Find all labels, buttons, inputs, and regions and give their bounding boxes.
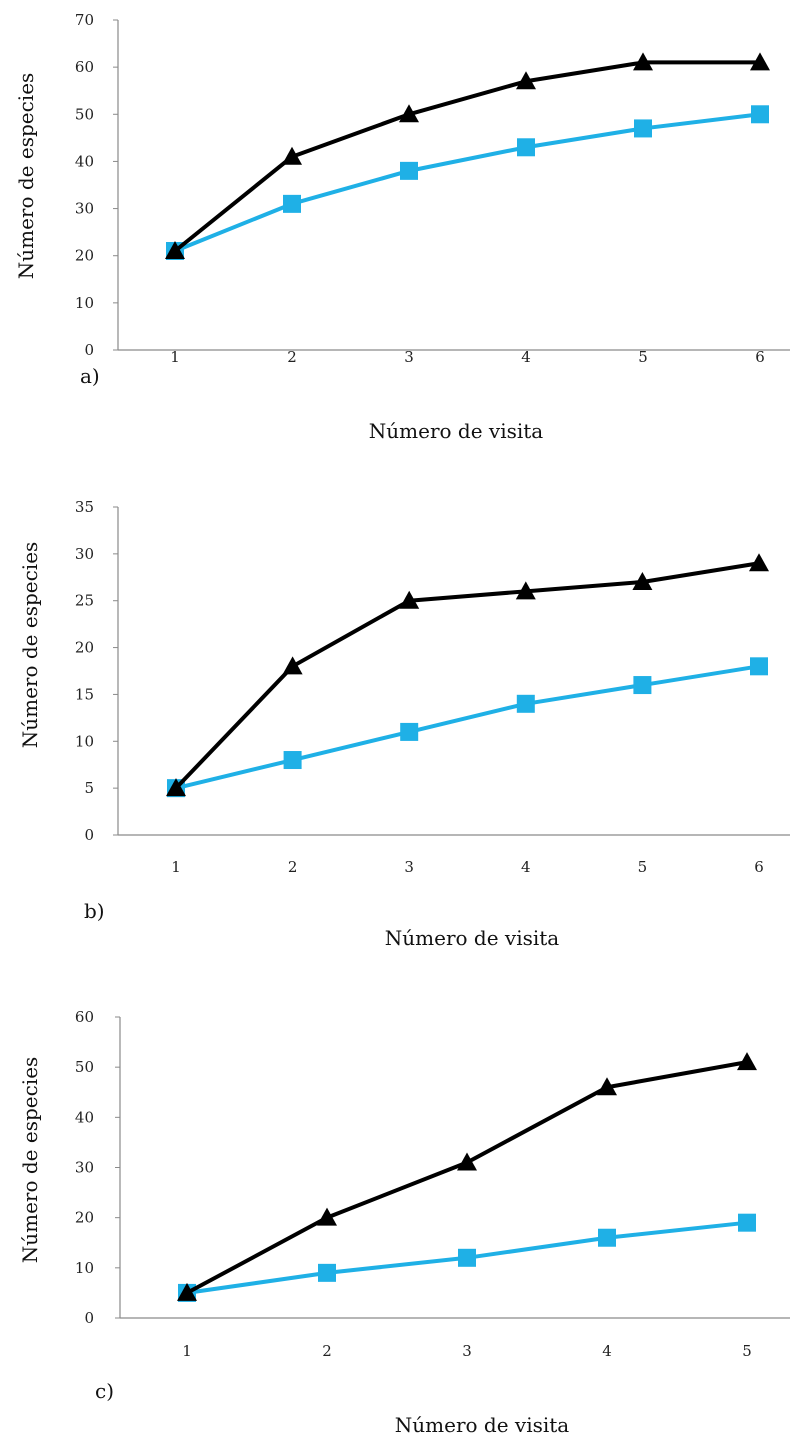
y-tick-label: 15 <box>75 685 94 703</box>
data-point-triangle <box>282 656 303 675</box>
x-tick-label: 5 <box>638 858 648 876</box>
y-tick-label: 5 <box>84 779 94 797</box>
data-point-triangle <box>750 52 770 71</box>
y-tick-label: 0 <box>84 826 94 844</box>
data-point-square <box>400 161 418 180</box>
data-point-triangle <box>597 1077 617 1096</box>
data-point-square <box>283 194 301 213</box>
x-tick-label: 5 <box>742 1342 752 1360</box>
y-tick-label: 70 <box>75 11 94 29</box>
y-tick-label: 50 <box>75 105 94 123</box>
x-axis-title: Número de visita <box>395 1413 570 1437</box>
y-tick-label: 20 <box>75 247 94 265</box>
data-point-triangle <box>317 1207 337 1226</box>
data-point-triangle <box>737 1052 757 1071</box>
y-tick-label: 10 <box>75 294 94 312</box>
chart-panel-3: 0 10 20 30 40 50 60 1 2 3 4 5 Número de visita Número… <box>18 1008 790 1437</box>
chart-panel-2: 0 5 10 15 20 25 30 35 1 2 3 4 5 6 Número de visita Núme… <box>18 498 790 950</box>
series-line-square <box>174 112 761 253</box>
x-tick-label: 5 <box>638 348 648 366</box>
data-point-square <box>458 1248 476 1267</box>
x-tick-label: 2 <box>322 1342 332 1360</box>
x-tick-label: 3 <box>462 1342 472 1360</box>
y-tick-label: 30 <box>75 1159 94 1177</box>
data-point-triangle <box>632 571 653 590</box>
data-point-triangle <box>515 581 536 600</box>
x-tick-label: 4 <box>521 858 531 876</box>
data-point-triangle <box>282 146 302 165</box>
data-point-triangle <box>516 71 536 90</box>
y-axis-title: Número de especies <box>14 73 38 280</box>
x-tick-label: 4 <box>602 1342 612 1360</box>
data-point-square <box>283 751 302 770</box>
panel-label: b) <box>84 899 105 923</box>
data-point-triangle <box>749 553 769 572</box>
data-point-square <box>634 119 652 138</box>
data-point-triangle <box>399 104 419 123</box>
x-tick-label: 1 <box>170 348 180 366</box>
y-tick-label: 0 <box>84 341 94 359</box>
data-point-square <box>598 1228 616 1247</box>
data-point-triangle <box>633 52 653 71</box>
series-line-triangle <box>173 60 760 253</box>
data-point-square <box>751 105 769 124</box>
series-line-square <box>175 664 760 791</box>
y-axis-title: Número de especies <box>18 1057 42 1264</box>
series-line-triangle <box>174 561 760 790</box>
x-axis-title: Número de visita <box>385 926 560 950</box>
x-tick-label: 1 <box>182 1342 192 1360</box>
x-tick-label: 2 <box>288 858 298 876</box>
panel-label: a) <box>80 364 100 388</box>
y-tick-label: 40 <box>75 152 94 170</box>
data-point-square <box>516 694 535 713</box>
data-point-triangle <box>399 590 420 609</box>
data-point-square <box>633 676 652 695</box>
x-axis-title: Número de visita <box>369 419 544 443</box>
x-tick-label: 6 <box>755 348 765 366</box>
y-axis-title: Número de especies <box>18 542 42 749</box>
y-tick-label: 10 <box>75 1259 94 1277</box>
x-tick-label: 3 <box>404 348 414 366</box>
y-tick-label: 20 <box>75 639 94 657</box>
data-point-square <box>738 1213 756 1232</box>
y-tick-label: 50 <box>75 1058 94 1076</box>
x-tick-label: 3 <box>404 858 414 876</box>
data-point-triangle <box>177 1282 197 1301</box>
y-tick-label: 20 <box>75 1209 94 1227</box>
y-tick-label: 30 <box>75 200 94 218</box>
x-tick-label: 6 <box>754 858 764 876</box>
data-point-square <box>400 722 419 741</box>
chart-panel-1: 0 10 20 30 40 50 60 70 1 2 3 4 5 6 Número de visita Núm… <box>14 11 790 443</box>
x-tick-label: 2 <box>287 348 297 366</box>
data-point-triangle <box>166 778 186 797</box>
x-tick-label: 1 <box>171 858 181 876</box>
data-point-square <box>517 138 535 157</box>
data-point-square <box>750 657 768 676</box>
y-tick-label: 35 <box>75 498 94 516</box>
y-tick-label: 0 <box>84 1309 94 1327</box>
data-point-square <box>318 1263 336 1282</box>
data-point-triangle <box>457 1152 477 1171</box>
panel-label: c) <box>95 1379 114 1403</box>
y-tick-label: 10 <box>75 732 94 750</box>
y-tick-label: 30 <box>75 545 94 563</box>
data-point-triangle <box>165 241 185 259</box>
x-tick-label: 4 <box>521 348 531 366</box>
y-tick-label: 25 <box>75 592 94 610</box>
y-tick-label: 60 <box>75 58 94 76</box>
y-tick-label: 60 <box>75 1008 94 1026</box>
y-tick-label: 40 <box>75 1108 94 1126</box>
